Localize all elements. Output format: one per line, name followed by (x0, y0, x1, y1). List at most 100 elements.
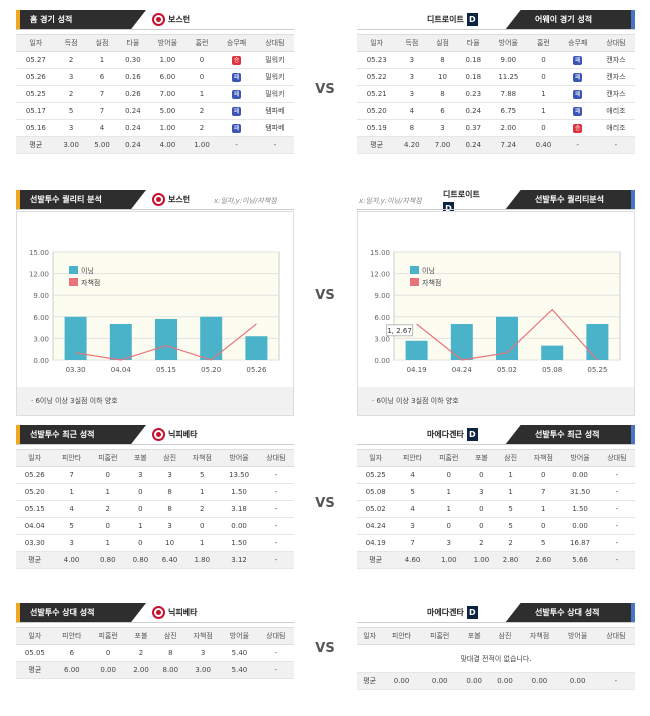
column-header: 방어율 (488, 34, 529, 52)
table-cell: 1 (430, 500, 467, 518)
table-cell: 7.00 (427, 136, 458, 154)
result-cell: 패 (558, 102, 597, 120)
table-cell: 0 (528, 68, 559, 86)
legend-swatch-earned-runs (410, 278, 419, 286)
column-header: 타율 (457, 34, 489, 52)
table-cell: 10 (427, 68, 458, 86)
legend-label-earned-runs: 자책점 (422, 278, 441, 287)
pitcher-name: 닉피베타 (168, 608, 198, 617)
column-header: 득점 (55, 34, 87, 52)
empty-message: 맞대결 전적이 없습니다. (357, 644, 635, 673)
y-tick-label: 0.00 (33, 357, 49, 365)
table-cell: - (598, 534, 635, 552)
table-cell: 2 (126, 644, 156, 662)
table-cell: 05.02 (357, 500, 395, 518)
column-header: 일자 (16, 34, 56, 52)
home-record-title: 홈 경기 성적 (16, 10, 146, 30)
column-header: 삼진 (155, 627, 185, 645)
detroit-pitcher-recent-panel: 마에다겐타 D 선발투수 최근 성적 일자 피안타 피홈런 포볼 삼진 자책점 방어율 상대팀… (357, 425, 635, 569)
table-cell: 4 (396, 102, 428, 120)
table-cell: 4.00 (53, 551, 90, 569)
boston-team: 보스턴 (152, 193, 190, 206)
table-cell: 7.24 (488, 136, 529, 154)
table-cell: 0.24 (117, 102, 149, 120)
boston-pitcher-vs-table: 일자 피안타 피홈런 포볼 삼진 자책점 방어율 상대팀 05.05 6 0 2 8 3 5.40- 평균 6… (16, 627, 294, 679)
table-cell: 평균 (357, 136, 397, 154)
opponent-cell: 밀워키 (255, 85, 294, 103)
table-cell: 7 (394, 534, 431, 552)
column-header: 실점 (86, 34, 118, 52)
y-tick-label: 9.00 (374, 292, 390, 300)
table-cell: 10 (154, 534, 185, 552)
detroit-team-name: 디트로이트 (443, 190, 480, 199)
column-header: 자책점 (184, 449, 221, 467)
result-badge: 패 (232, 106, 242, 116)
table-cell: 8 (154, 500, 185, 518)
column-header: 상대팀 (596, 627, 635, 645)
detroit-team-name: 디트로이트 (427, 15, 464, 24)
table-cell: 5 (55, 102, 87, 120)
table-cell: 2 (466, 534, 496, 552)
table-cell: 6.00 (53, 661, 90, 679)
opponent-cell: 캔자스 (596, 68, 635, 86)
table-row: 05.16 3 4 0.24 1.00 2 패 탬파베 (16, 119, 294, 137)
table-cell: - (255, 136, 294, 154)
table-cell: 4.00 (148, 136, 187, 154)
table-cell: - (598, 466, 635, 484)
tooltip-text: 1, 2.67 (387, 327, 412, 335)
table-cell: 0.00 (520, 672, 559, 690)
column-header: 실점 (427, 34, 458, 52)
column-header: 자책점 (525, 449, 562, 467)
pitcher-team: 마에다겐타 D (427, 606, 478, 619)
table-cell: 0.24 (117, 136, 149, 154)
table-cell: 3 (55, 119, 87, 137)
table-cell: 0.24 (457, 102, 489, 120)
bar-innings (405, 340, 428, 360)
table-cell: 04.24 (357, 517, 395, 535)
table-row: 04.04 5 0 1 3 0 0.00- (16, 517, 294, 535)
result-cell: 패 (217, 85, 256, 103)
result-cell: 패 (217, 119, 256, 137)
column-header: 피안타 (53, 627, 90, 645)
result-cell: 패 (558, 68, 597, 86)
table-cell: 1 (525, 500, 562, 518)
axis-note: x:일자,y:이닝/자책점 (214, 197, 277, 205)
table-cell: 5.40 (221, 644, 258, 662)
column-header: 일자 (16, 627, 54, 645)
table-cell: - (598, 517, 635, 535)
boston-team: 보스턴 (152, 13, 190, 26)
column-header: 홈런 (186, 34, 218, 52)
legend-swatch-earned-runs (69, 278, 78, 286)
column-header: 일자 (357, 627, 383, 645)
pitcher-name: 마에다겐타 (427, 430, 464, 439)
x-tick-label: 05.20 (201, 366, 221, 374)
table-cell: - (257, 661, 294, 679)
result-badge: 패 (573, 106, 583, 116)
detroit-quality-chart-box: 0.00 3.00 6.00 9.00 12.00 15.00 04.19 04.24 05.0… (357, 211, 635, 416)
column-header: 피홈런 (430, 449, 467, 467)
quality-note: · 6이닝 이상 3실점 이하 양호 (17, 387, 293, 415)
y-tick-label: 15.00 (29, 249, 49, 257)
boston-logo-icon (152, 193, 165, 206)
table-row: 04.24 3 0 0 5 0 0.00- (357, 517, 635, 535)
bar-innings (586, 324, 609, 360)
table-row: 05.22 3 10 0.18 11.25 0 패 캔자스 (357, 68, 635, 86)
table-cell: 05.17 (16, 102, 56, 120)
average-row: 평균 0.00 0.00 0.00 0.00 0.00 0.00- (357, 672, 635, 690)
table-cell: 0 (525, 466, 562, 484)
table-cell: 3 (430, 534, 467, 552)
bar-innings (245, 336, 268, 360)
table-cell: 0.00 (220, 517, 258, 535)
boston-pitcher-vs-panel: 선발투수 상대 성적 닉피베타 일자 피안타 피홈런 포볼 삼진 자책점 방어율 상대팀 05… (16, 603, 294, 679)
table-cell: 5 (495, 517, 526, 535)
table-cell: 5.00 (148, 102, 187, 120)
boston-logo-icon (152, 13, 165, 26)
vs-label: VS (315, 641, 335, 656)
y-tick-label: 9.00 (33, 292, 49, 300)
table-cell: 0 (184, 517, 221, 535)
opponent-cell: 애리조 (596, 102, 635, 120)
detroit-logo-icon: D (443, 202, 454, 215)
column-header: 피안타 (382, 627, 421, 645)
bar-innings (450, 324, 473, 360)
x-tick-label: 05.26 (246, 366, 267, 374)
